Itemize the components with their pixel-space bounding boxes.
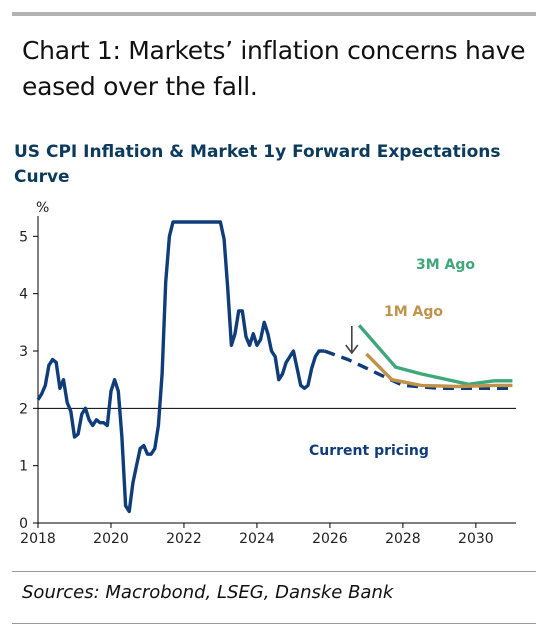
- x-tick-label: 2026: [312, 531, 348, 547]
- y-tick-label: 5: [19, 229, 28, 245]
- sources-top-rule: [12, 571, 536, 572]
- arrow-head: [345, 344, 359, 355]
- series-us-cpi: [36, 220, 325, 514]
- annotation-3m-ago: 3M Ago: [416, 257, 475, 273]
- y-axis-unit-label: %: [36, 200, 49, 216]
- x-tick-label: 2018: [20, 531, 56, 547]
- annotation-1m-ago: 1M Ago: [384, 304, 443, 320]
- axes: % 0 1 2 3 4 5 2018 2020 2022 2024 2026 2028 2030: [19, 200, 516, 547]
- page-heading: Chart 1: Markets’ inflation concerns hav…: [22, 36, 526, 101]
- annotations: 3M Ago 1M Ago Current pricing: [309, 257, 475, 459]
- top-bar: [12, 12, 536, 16]
- y-tick-label: 3: [19, 344, 28, 360]
- y-tick-label: 4: [19, 287, 28, 303]
- series-3m-ago: [357, 324, 513, 387]
- x-tick-label: 2020: [93, 531, 129, 547]
- y-tick-label: 2: [19, 401, 28, 417]
- y-tick-label: 1: [19, 459, 28, 475]
- y-tick-label: 0: [19, 516, 28, 532]
- x-tick-label: 2030: [458, 531, 494, 547]
- line-chart: % 0 1 2 3 4 5 2018 2020 2022 2024 2026 2028 2030 3M A…: [19, 200, 516, 547]
- sources-bottom-rule: [12, 623, 536, 624]
- x-tick-label: 2028: [385, 531, 421, 547]
- x-tick-label: 2022: [166, 531, 202, 547]
- annotation-current-pricing: Current pricing: [309, 443, 429, 459]
- series-1m-ago: [365, 352, 513, 389]
- sources-note: Sources: Macrobond, LSEG, Danske Bank: [22, 582, 394, 603]
- chart-title: US CPI Inflation & Market 1y Forward Exp…: [14, 142, 501, 187]
- x-tick-label: 2024: [239, 531, 275, 547]
- series-lines: [36, 220, 513, 514]
